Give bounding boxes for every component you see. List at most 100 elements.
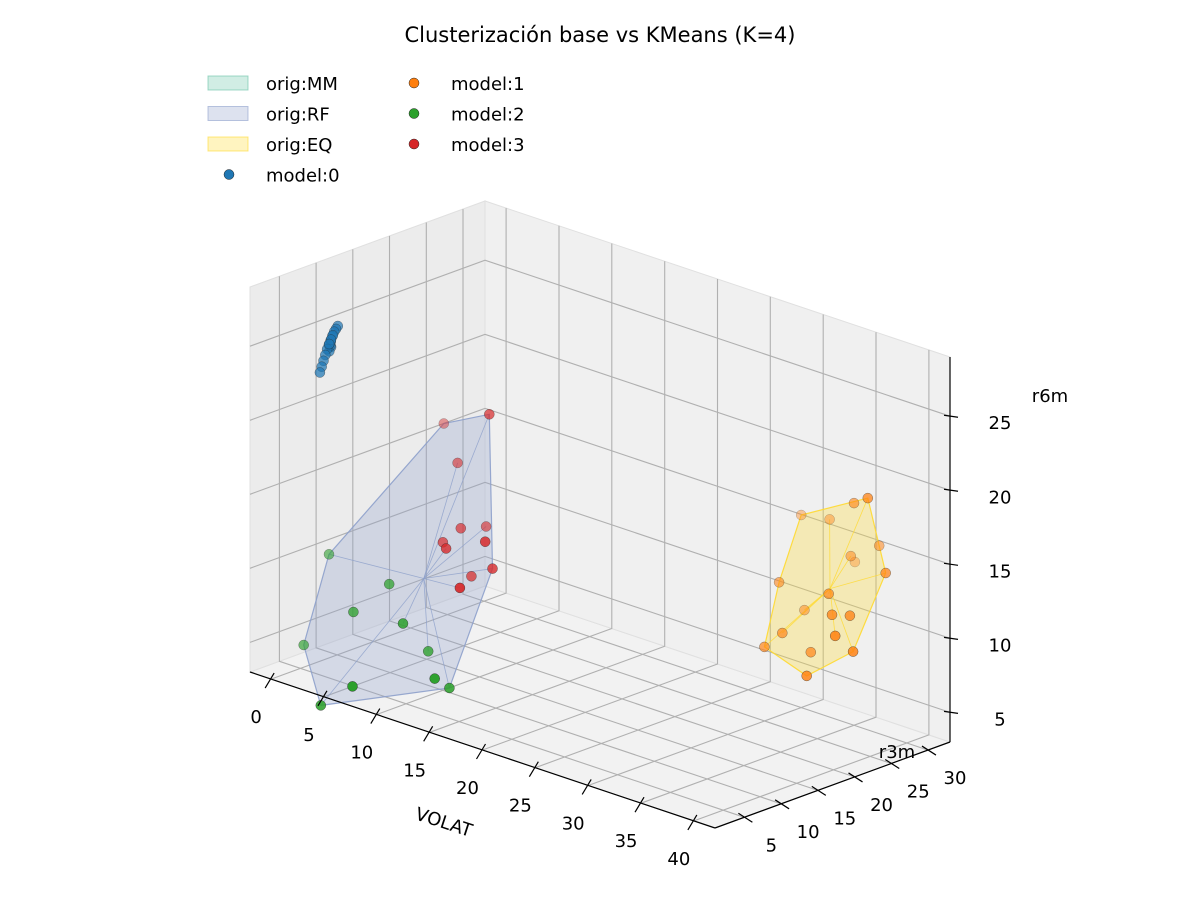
x-tick — [634, 796, 645, 813]
x-grid-line — [482, 279, 719, 751]
hull-edge — [423, 578, 461, 589]
z-tick — [943, 636, 959, 640]
hull-edge — [764, 588, 831, 648]
point-model-2 — [347, 681, 358, 692]
y-tick — [921, 745, 937, 756]
hull-edge — [423, 568, 493, 579]
y-tick-label: 25 — [907, 782, 930, 803]
point-model-3 — [454, 582, 466, 594]
legend-marker-model-0 — [223, 169, 235, 180]
point-model-0 — [314, 367, 326, 378]
hull-edge — [829, 555, 852, 589]
hull-edge — [423, 548, 447, 579]
point-model-1 — [826, 609, 838, 621]
z-axis-label: r6m — [1032, 386, 1068, 407]
legend-label-orig-eq: orig:EQ — [266, 135, 332, 156]
x-tick — [264, 672, 275, 689]
x-grid-line — [323, 225, 560, 698]
x-grid-line — [535, 296, 771, 769]
x-tick-label: 20 — [456, 778, 479, 799]
z-tick-label: 5 — [994, 709, 1005, 730]
x-tick — [687, 814, 698, 831]
y-grid-line — [462, 209, 929, 751]
point-model-1 — [759, 641, 770, 653]
z-tick — [943, 562, 959, 566]
point-model-3 — [479, 536, 491, 547]
z-tick — [943, 414, 959, 418]
legend-swatch-orig-eq — [207, 136, 249, 152]
y-grid-line — [315, 262, 782, 805]
hull-edge — [423, 578, 450, 689]
y-axis-line — [714, 741, 951, 829]
point-model-1 — [847, 646, 859, 657]
x-tick — [423, 725, 434, 742]
x-grid-line — [693, 349, 930, 822]
x-axis-label: VOLAT — [413, 804, 476, 842]
legend-marker-model-1 — [408, 77, 420, 89]
y-tick — [884, 758, 900, 770]
z-grid-line — [249, 481, 951, 639]
data-points — [298, 320, 891, 711]
x-tick-label: 30 — [562, 813, 585, 834]
z-grid-line — [249, 555, 951, 713]
point-model-3 — [440, 543, 452, 554]
point-model-3 — [480, 521, 492, 532]
point-model-1 — [844, 610, 856, 621]
z-tick-label: 25 — [989, 413, 1012, 434]
x-grid-line — [376, 243, 613, 716]
point-model-2 — [323, 549, 335, 560]
x-tick-label: 0 — [250, 707, 261, 728]
cluster-hulls — [303, 413, 887, 707]
legend-label-model-1: model:1 — [451, 74, 525, 95]
x-grid-line — [429, 261, 666, 733]
point-model-3 — [455, 523, 467, 534]
hull-edge — [402, 578, 425, 624]
legend-label-orig-rf: orig:RF — [266, 105, 330, 126]
legend-label-model-0: model:0 — [266, 166, 340, 187]
legend-swatch-orig-mm — [207, 75, 249, 91]
legend-swatch-orig-rf — [207, 106, 249, 121]
z-grid-line — [249, 333, 951, 491]
z-tick-label: 10 — [989, 635, 1012, 656]
hull-edge — [423, 414, 490, 579]
point-model-1 — [795, 509, 807, 521]
legend-label-orig-mm: orig:MM — [266, 74, 338, 95]
point-model-0 — [323, 338, 335, 350]
point-model-1 — [845, 550, 857, 562]
point-model-3 — [466, 571, 477, 582]
z-tick — [943, 710, 959, 714]
point-model-1 — [823, 588, 834, 600]
y-tick — [774, 799, 790, 810]
chart-title: Clusterización base vs KMeans (K=4) — [405, 23, 796, 47]
hull-edge — [829, 588, 854, 652]
y-tick — [848, 772, 863, 783]
point-model-1 — [801, 670, 812, 682]
x-tick-label: 15 — [403, 760, 426, 781]
point-model-1 — [799, 604, 810, 616]
hull-edge — [328, 553, 424, 579]
point-model-2 — [348, 606, 359, 618]
y-axis-label: r3m — [879, 742, 915, 763]
z-tick-label: 15 — [989, 561, 1012, 582]
point-model-1 — [848, 497, 860, 509]
y-tick-label: 30 — [944, 768, 967, 789]
point-model-3 — [452, 457, 463, 469]
x-tick — [317, 690, 328, 707]
point-model-2 — [429, 673, 440, 684]
legend-label-model-3: model:3 — [451, 135, 525, 156]
legend-marker-model-3 — [408, 138, 420, 150]
y-grid-line — [352, 249, 818, 791]
x-tick-label: 10 — [350, 743, 373, 764]
point-model-3 — [438, 418, 450, 429]
y-grid-line — [278, 276, 745, 818]
hull-edge — [320, 578, 425, 706]
x-tick — [370, 708, 381, 724]
x-grid-line — [588, 314, 824, 787]
tick-labels: 0 5 10 15 20 25 30 35 40 5 10 15 20 25 30 5 10 15 20 25 — [250, 413, 1011, 870]
x-grid-line — [640, 332, 877, 804]
x-tick-label: 5 — [303, 725, 314, 746]
z-grid-line — [249, 259, 951, 417]
point-model-1 — [862, 492, 874, 504]
z-tick — [943, 488, 959, 492]
